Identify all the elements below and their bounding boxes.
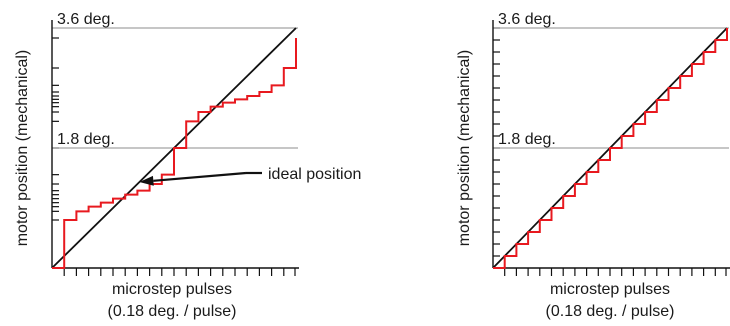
ideal-position-annotation: ideal position (139, 166, 361, 186)
right-x-ticks (504, 268, 727, 276)
right-x-axis-sublabel: (0.18 deg. / pulse) (546, 303, 675, 320)
left-chart: 3.6 deg. 1.8 deg. ideal position motor p… (14, 11, 361, 320)
annotation-label: ideal position (268, 166, 361, 183)
annotation-arrowhead (139, 175, 154, 186)
left-y-axis-label: motor position (mechanical) (14, 50, 31, 247)
left-reference-label-3-6: 3.6 deg. (57, 11, 115, 28)
right-y-axis-label: motor position (mechanical) (456, 50, 473, 247)
right-x-axis-label: microstep pulses (550, 281, 670, 298)
left-x-axis-sublabel: (0.18 deg. / pulse) (108, 303, 237, 320)
right-actual-position-staircase (493, 28, 728, 269)
right-chart: 3.6 deg. 1.8 deg. motor position (mechan… (456, 11, 730, 320)
left-actual-position-staircase (52, 38, 297, 269)
left-x-axis-label: microstep pulses (112, 281, 232, 298)
left-reference-label-1-8: 1.8 deg. (57, 131, 115, 148)
right-reference-label-3-6: 3.6 deg. (498, 11, 556, 28)
left-x-ticks (63, 268, 296, 276)
right-reference-label-1-8: 1.8 deg. (498, 131, 556, 148)
left-y-ticks (52, 37, 59, 221)
right-y-ticks (493, 27, 500, 257)
annotation-shaft (153, 171, 247, 182)
